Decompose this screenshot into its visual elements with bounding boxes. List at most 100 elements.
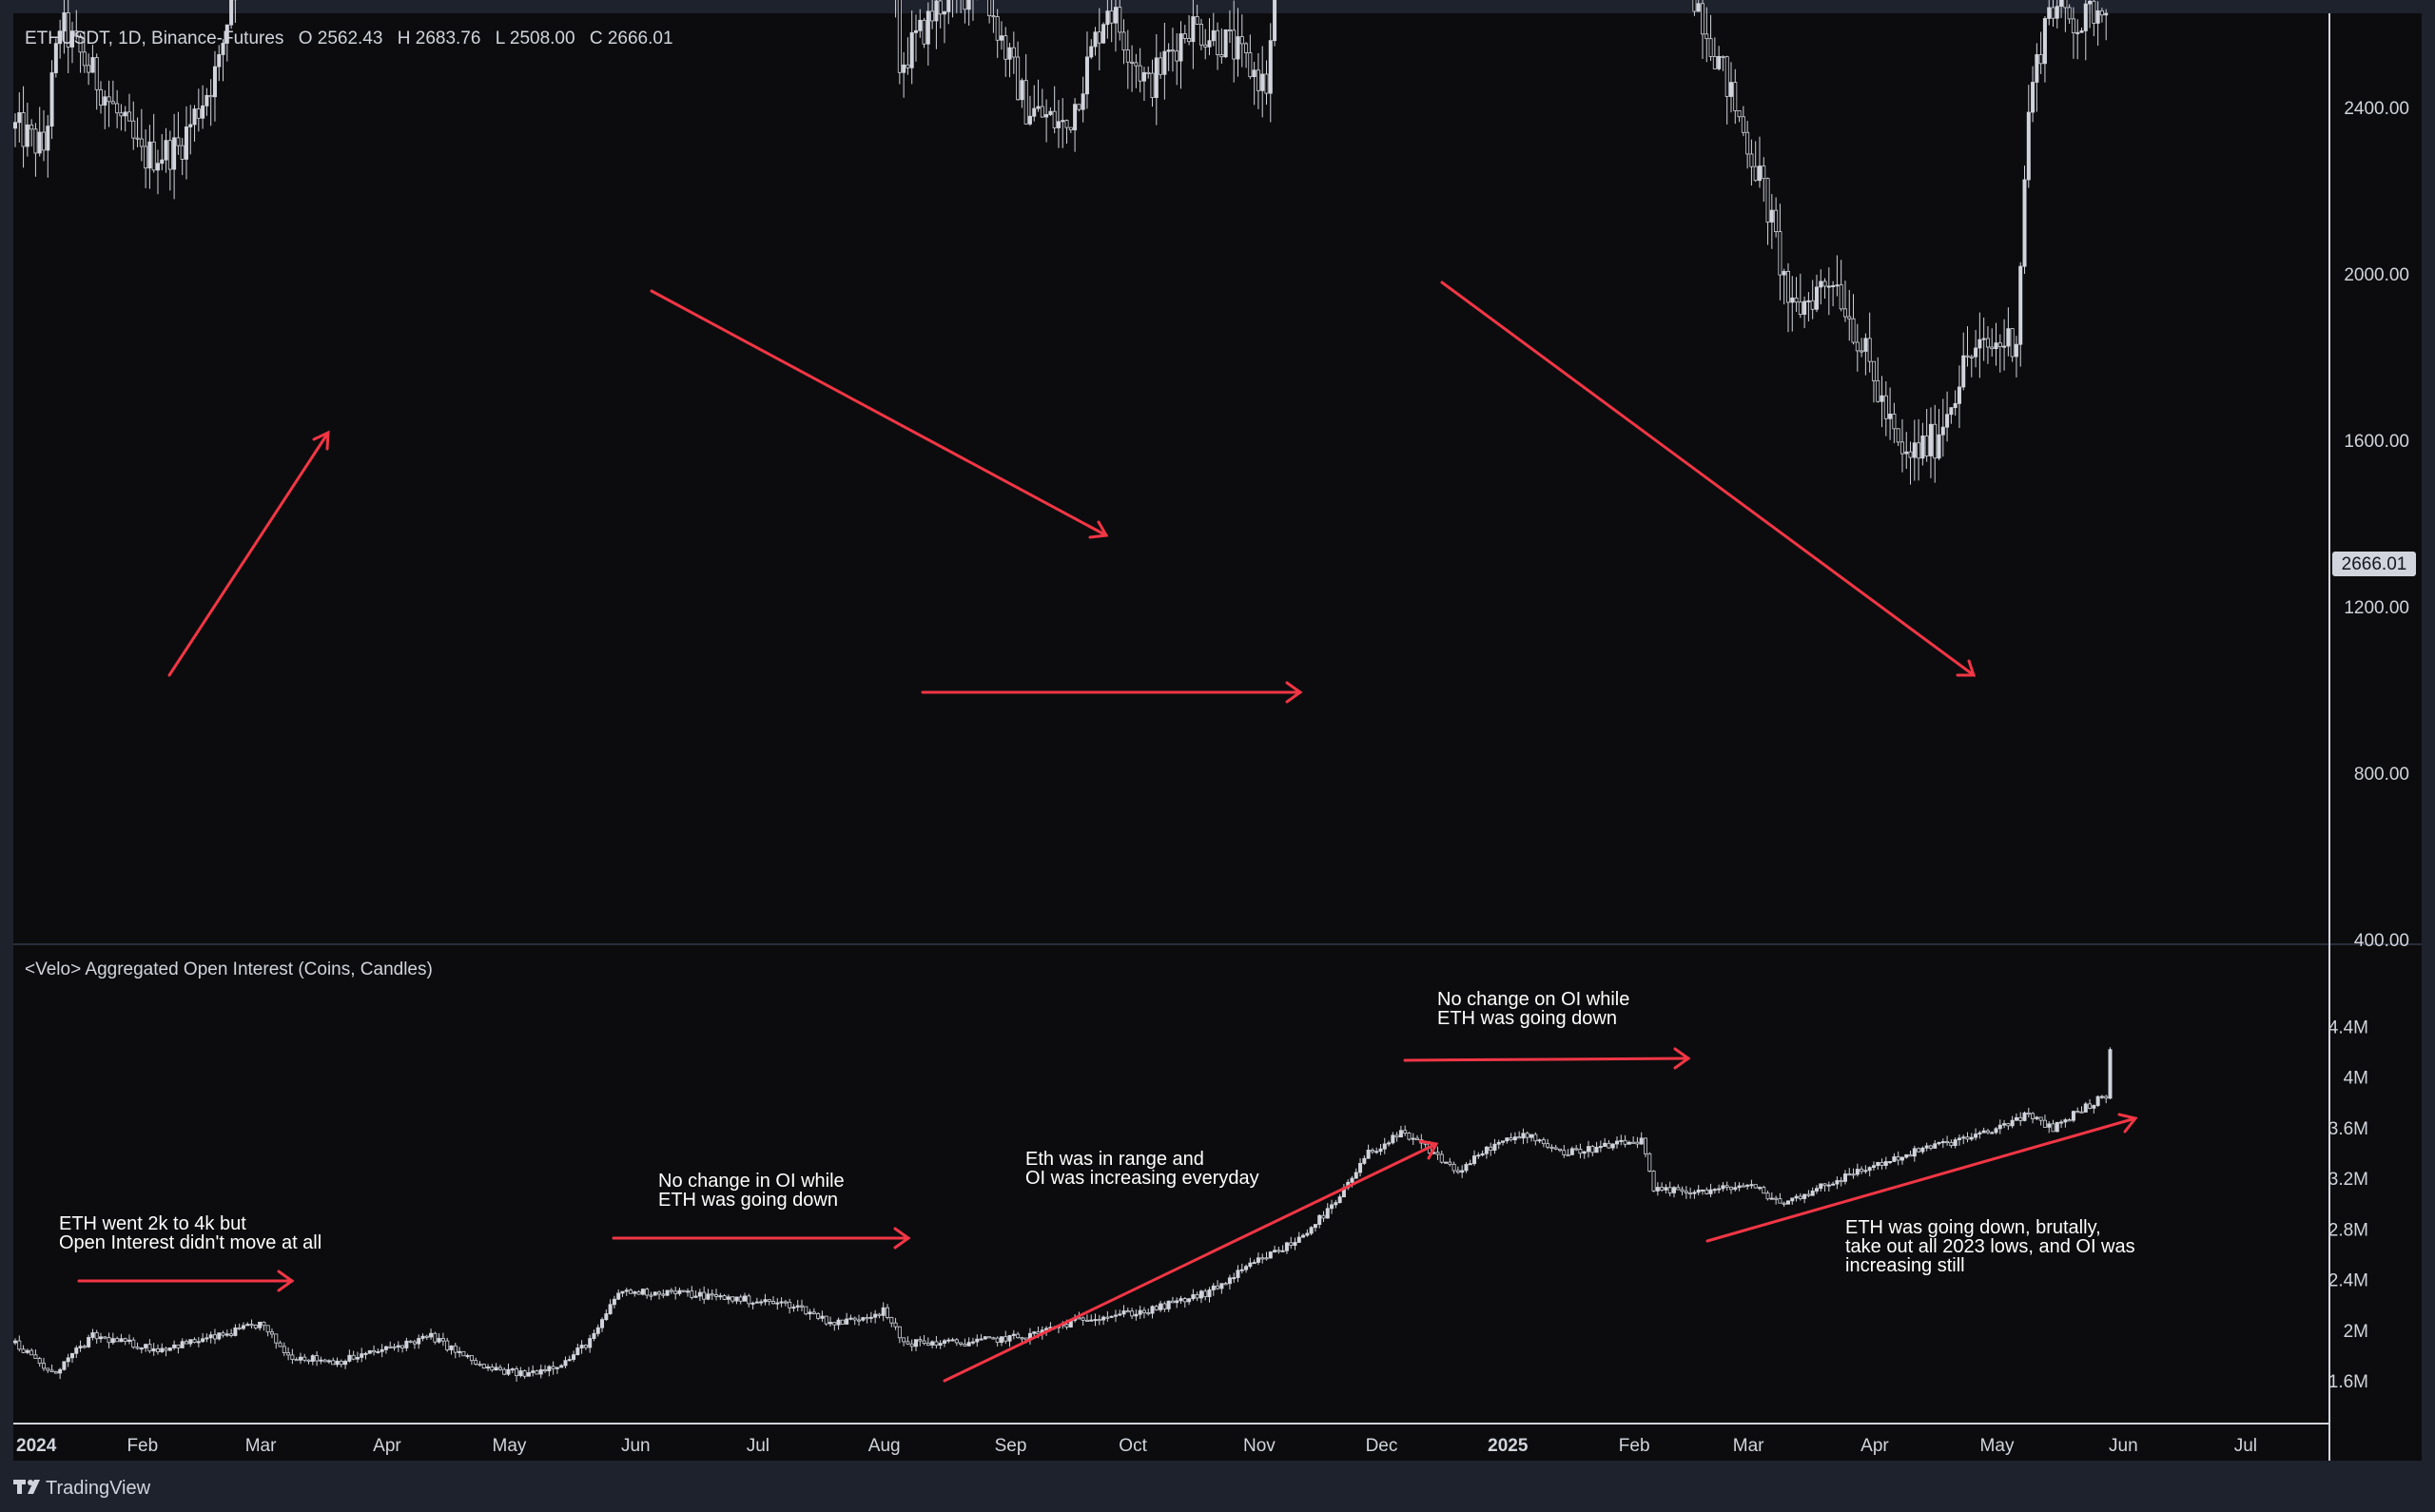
oi-candle	[1236, 1265, 1240, 1283]
oi-candle-body	[1566, 1153, 1570, 1156]
arrow-oi-rising-2[interactable]	[1705, 1113, 2138, 1243]
time-axis[interactable]: 2024 Feb Mar Apr May Jun Jul Aug Sep Oct Nov Dec 202…	[16, 1436, 2257, 1456]
arrow-down-dec-apr[interactable]	[1440, 281, 1977, 677]
oi-candle	[526, 1367, 531, 1377]
oi-candle-body	[1358, 1162, 1363, 1173]
price-candle-body	[208, 94, 213, 98]
arrow-down-jun-aug[interactable]	[650, 289, 1109, 539]
oi-candle-body	[241, 1325, 245, 1329]
oi-candle	[1863, 1165, 1868, 1174]
symbol-legend[interactable]: ETHUSDT, 1D, Binance-Futures O 2562.43 H…	[25, 29, 673, 48]
oi-candle-body	[17, 1340, 22, 1350]
last-price-bg	[2332, 552, 2416, 576]
arrow-oi-flat-3[interactable]	[1403, 1047, 1691, 1070]
oi-candle-body	[433, 1332, 438, 1343]
oi-candle	[1615, 1136, 1620, 1149]
oi-candle-body	[828, 1322, 833, 1325]
oi-candle-body	[1937, 1141, 1941, 1145]
oi-candle-body	[1549, 1146, 1554, 1149]
oi-candle	[2002, 1119, 2007, 1129]
price-candle	[1236, 8, 1240, 77]
oi-candle	[959, 1342, 964, 1347]
price-candle-body	[12, 122, 17, 129]
oi-candle	[681, 1289, 686, 1293]
arrow-oi-flat-1[interactable]	[77, 1270, 295, 1292]
oi-candle-body	[1125, 1310, 1130, 1313]
oi-candle-body	[1883, 1161, 1888, 1166]
oi-candle	[1533, 1132, 1538, 1146]
oi-candle-body	[1138, 1309, 1142, 1315]
oi-candle-body	[522, 1370, 527, 1377]
annotation-arrows[interactable]	[77, 281, 2138, 1383]
oi-candle	[1814, 1185, 1819, 1194]
price-candle	[1182, 25, 1187, 44]
oi-candle	[640, 1288, 645, 1296]
oi-candle	[245, 1322, 250, 1327]
price-candle	[1745, 121, 1750, 169]
oi-candle	[1248, 1257, 1253, 1269]
arrow-up-rally[interactable]	[167, 430, 330, 677]
oi-candle	[1965, 1132, 1970, 1143]
oi-candle-body	[808, 1311, 812, 1315]
price-candle	[41, 109, 46, 162]
price-candle-body	[1052, 110, 1057, 128]
oi-candle	[1590, 1145, 1595, 1157]
oi-candle	[82, 1344, 87, 1349]
note-eth-2k-4k[interactable]: ETH went 2k to 4k but Open Interest didn…	[59, 1213, 321, 1253]
oi-candle	[1822, 1183, 1827, 1192]
price-candle	[1728, 62, 1733, 113]
oi-candle-body	[1810, 1191, 1815, 1196]
price-candle	[58, 19, 63, 59]
annotation-notes[interactable]: ETH went 2k to 4k but Open Interest didn…	[59, 989, 2140, 1276]
oi-candle-body	[1032, 1331, 1037, 1334]
oi-candle	[918, 1336, 923, 1347]
price-candle-body	[1150, 72, 1155, 98]
price-candle-body	[1933, 423, 1938, 459]
oi-candle-body	[592, 1332, 596, 1339]
note-eth-brutal[interactable]: ETH was going down, brutally, take out a…	[1845, 1217, 2140, 1276]
price-candle	[74, 10, 79, 40]
oi-candle-body	[538, 1368, 543, 1375]
price-candle	[1020, 78, 1024, 108]
note-no-change-oi-2[interactable]: No change on OI while ETH was going down	[1437, 989, 1635, 1029]
oi-candle	[1309, 1226, 1314, 1236]
oi-candle	[176, 1344, 181, 1354]
arrow-oi-rising-1[interactable]	[943, 1139, 1439, 1383]
oi-candle	[1378, 1144, 1383, 1155]
price-candle	[1814, 274, 1819, 313]
oi-candle	[363, 1351, 368, 1360]
arrow-oi-flat-2[interactable]	[612, 1227, 911, 1250]
note-no-change-oi-1[interactable]: No change in OI while ETH was going down	[658, 1171, 849, 1211]
oi-candle-body	[302, 1356, 307, 1361]
oi-pane-title[interactable]: <Velo> Aggregated Open Interest (Coins, …	[25, 960, 433, 979]
oi-candle-body	[1492, 1143, 1497, 1152]
oi-candle	[1587, 1140, 1591, 1158]
oi-candle-body	[906, 1341, 910, 1345]
oi-candle	[608, 1299, 613, 1315]
oi-candle-body	[253, 1324, 258, 1328]
oi-candle-body	[616, 1292, 621, 1300]
oi-candle	[449, 1345, 454, 1355]
time-axis-tick: Jun	[621, 1436, 651, 1456]
oi-candle	[408, 1340, 413, 1344]
note-eth-range[interactable]: Eth was in range and OI was increasing e…	[1025, 1149, 1259, 1189]
ohlc-low-value: 2508.00	[510, 29, 575, 48]
price-candle	[2079, 28, 2084, 33]
oi-candle-body	[518, 1370, 523, 1377]
oi-candle	[2047, 1120, 2052, 1134]
oi-candle	[930, 1340, 935, 1348]
oi-candle	[1232, 1272, 1237, 1284]
price-candle	[1052, 86, 1057, 134]
price-candle-body	[1175, 50, 1179, 62]
arrow-range-aug-nov[interactable]	[921, 681, 1303, 704]
oi-candle-body	[1448, 1161, 1452, 1165]
oi-candle	[383, 1345, 388, 1354]
oi-candle	[1334, 1199, 1338, 1209]
tradingview-branding[interactable]: TradingView	[13, 1478, 151, 1499]
price-axis[interactable]: 5600.005200.004800.004400.004000.003600.…	[2344, 0, 2409, 951]
oi-candle	[1301, 1233, 1306, 1238]
price-candle	[1191, 0, 1196, 69]
oi-candle	[889, 1316, 894, 1328]
